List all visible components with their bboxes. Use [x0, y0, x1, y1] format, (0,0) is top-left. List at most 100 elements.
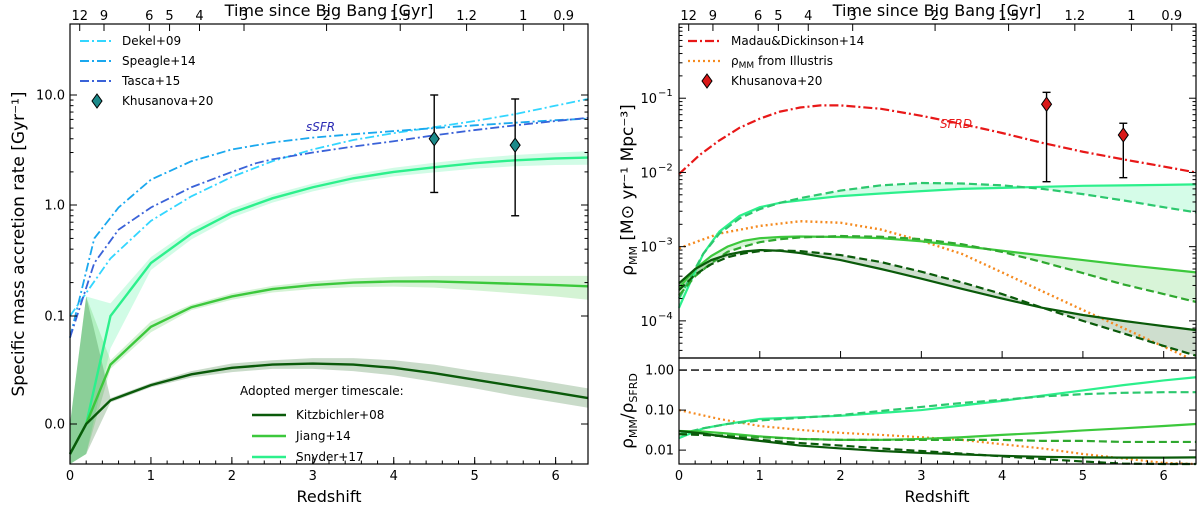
left-ytick-label-2: 1.0	[44, 199, 65, 214]
rb-ytick-label-1: 0.10	[645, 404, 674, 419]
rt-ytick-exp-2: −2	[658, 162, 673, 173]
rt-ytick-label-2: 10	[640, 166, 657, 181]
left-toptick-label-5: 3	[240, 9, 248, 24]
legend-label-snyder-17: Snyder+17	[296, 450, 364, 464]
line-snyder-17	[68, 156, 589, 455]
left-toptick-label-10: 0.9	[553, 9, 574, 24]
legend-label-khusanova-20: Khusanova+20	[731, 74, 822, 88]
line-kitzbichler-08-dashed-ratio	[678, 433, 1196, 466]
rt-toptick-label-10: 0.9	[1161, 9, 1182, 24]
left-toptick-label-7: 1.5	[390, 9, 411, 24]
right-bottom-y-axis-title: ρMM/ρSFRD	[618, 373, 640, 449]
left-y-axis-title: Specific mass accretion rate [Gyr⁻¹]	[9, 91, 29, 396]
right-bottom-ylabel-sep: /ρ	[618, 403, 638, 420]
left-legend-bottom-title: Adopted merger timescale:	[240, 384, 404, 398]
line-jiang-14-solid	[678, 235, 1197, 289]
right-top-axis-ticks: 10−410−310−210 −112 9 6 5 4 3 2 1.5 1.2 1 0.9	[640, 9, 1196, 358]
line-kitzbichler-08-solid-ratio	[678, 429, 1197, 459]
line-speagle-14	[69, 117, 589, 338]
rt-toptick-label-3: 5	[774, 9, 782, 24]
right-sfrd-annotation: SFRD	[940, 117, 972, 131]
rt-toptick-label-9: 1	[1127, 9, 1135, 24]
rt-toptick-label-5: 3	[849, 9, 857, 24]
rt-toptick-label-8: 1.2	[1064, 9, 1085, 24]
left-top-axis-title: Time since Big Bang [Gyr]	[224, 1, 434, 20]
legend-rho-rest: from Illustris	[754, 54, 833, 68]
legend-label-mm-from-illustris: ρMM from Illustris	[731, 54, 833, 71]
left-toptick-label-8: 1.2	[456, 9, 477, 24]
line-jiang-14-dashed	[678, 234, 1197, 303]
right-top-ylabel-sub: MM	[627, 246, 640, 265]
legend-label-tasca-15: Tasca+15	[121, 74, 180, 88]
left-toptick-label-1: 9	[100, 9, 108, 24]
line-snyder-17-dashed-ratio	[678, 391, 1196, 436]
left-x-axis-title: Redshift	[297, 487, 362, 506]
rb-xtick-label-5: 5	[1079, 469, 1087, 484]
rt-toptick-label-1: 9	[709, 9, 717, 24]
right-top-data-points	[1040, 91, 1129, 183]
point-khusanova-right-1	[1117, 127, 1129, 143]
right-bottom-ylabel-rho: ρ	[618, 438, 638, 449]
right-bottom-ylabel-sub1: MM	[627, 419, 640, 438]
right-top-series-lines	[677, 104, 1197, 359]
rb-xtick-label-6: 6	[1160, 469, 1168, 484]
line-tasca-15	[69, 116, 589, 338]
legend-rho-sub: MM	[739, 61, 755, 71]
rt-ytick-exp-3: −1	[658, 88, 673, 99]
legend-marker-khusanova-20	[701, 73, 713, 89]
right-bottom-axis-ticks: 0 1 2 3 4 5 6 0.01 0.10 1.00	[645, 364, 1196, 484]
rt-toptick-label-7: 1.5	[998, 9, 1019, 24]
left-xtick-label-0: 0	[66, 469, 74, 484]
left-chart-panel: 0 1 2 3 4 5 60.00.11.010.012 9 6 5 4 3 2 1.5 1.2 1 0.9 T…	[9, 1, 589, 506]
left-toptick-label-0: 12	[71, 9, 88, 24]
left-axis-ticks: 0 1 2 3 4 5 60.00.11.010.012 9 6 5 4 3 2 1.5 1.2 1 0.9	[36, 9, 588, 484]
rb-xtick-label-1: 1	[756, 469, 764, 484]
rb-xtick-label-4: 4	[998, 469, 1006, 484]
left-xtick-label-4: 4	[390, 469, 398, 484]
left-toptick-label-2: 6	[145, 9, 153, 24]
line-jiang-14	[68, 280, 589, 455]
left-ssfr-annotation: sSFR	[306, 120, 335, 134]
rt-ytick-exp-0: −4	[658, 311, 673, 322]
rt-ytick-label-1: 10	[640, 241, 657, 256]
legend-marker-khusanova-20	[91, 93, 103, 109]
line-snyder-17-dashed	[678, 181, 1197, 300]
right-top-chart-panel: 10−410−310−210 −112 9 6 5 4 3 2 1.5 1.2 1 0.9 Time …	[618, 1, 1197, 359]
line-kitzbichler-08-solid	[678, 248, 1197, 332]
rt-ytick-label-0: 10	[640, 315, 657, 330]
left-toptick-label-6: 2	[322, 9, 330, 24]
line-illustris	[678, 220, 1189, 359]
fill-region-1	[679, 236, 1196, 302]
left-toptick-label-4: 4	[195, 9, 203, 24]
rt-toptick-label-6: 2	[931, 9, 939, 24]
right-bottom-ylabel-sub2: SFRD	[627, 373, 640, 402]
legend-label-speagle-14: Speagle+14	[122, 54, 196, 68]
right-top-ylabel-unit: [M⊙ yr⁻¹ Mpc⁻³]	[618, 104, 638, 240]
rb-xtick-label-3: 3	[917, 469, 925, 484]
left-toptick-label-9: 1	[519, 9, 527, 24]
right-top-fill-regions	[679, 183, 1196, 356]
point-khusanova-right-0	[1040, 96, 1053, 113]
left-toptick-label-3: 5	[165, 9, 173, 24]
right-top-y-axis-title: ρMM [M⊙ yr⁻¹ Mpc⁻³]	[618, 104, 640, 276]
rt-toptick-label-4: 4	[804, 9, 812, 24]
right-top-axis-title: Time since Big Bang [Gyr]	[832, 1, 1042, 20]
legend-label-dekel-09: Dekel+09	[122, 34, 181, 48]
rt-toptick-label-0: 12	[680, 9, 697, 24]
left-xtick-label-2: 2	[228, 469, 236, 484]
left-ytick-label-3: 10.0	[36, 89, 65, 104]
legend-label-khusanova-20: Khusanova+20	[122, 94, 213, 108]
right-top-legend: Madau&Dickinson+14 ρMM from Illustris Khus…	[688, 34, 864, 89]
left-xtick-label-1: 1	[147, 469, 155, 484]
line-madau-dickinson-14	[678, 104, 1197, 175]
left-xtick-label-3: 3	[309, 469, 317, 484]
line-jiang-14-dashed-ratio	[678, 433, 1196, 444]
line-kitzbichler-08-dashed	[678, 249, 1197, 357]
right-bottom-series-lines	[678, 369, 1197, 466]
rb-xtick-label-0: 0	[675, 469, 683, 484]
left-series-lines	[68, 98, 589, 455]
left-xtick-label-6: 6	[551, 469, 559, 484]
point-khusanova-0	[428, 130, 440, 147]
rb-ytick-label-0: 0.01	[645, 444, 674, 459]
